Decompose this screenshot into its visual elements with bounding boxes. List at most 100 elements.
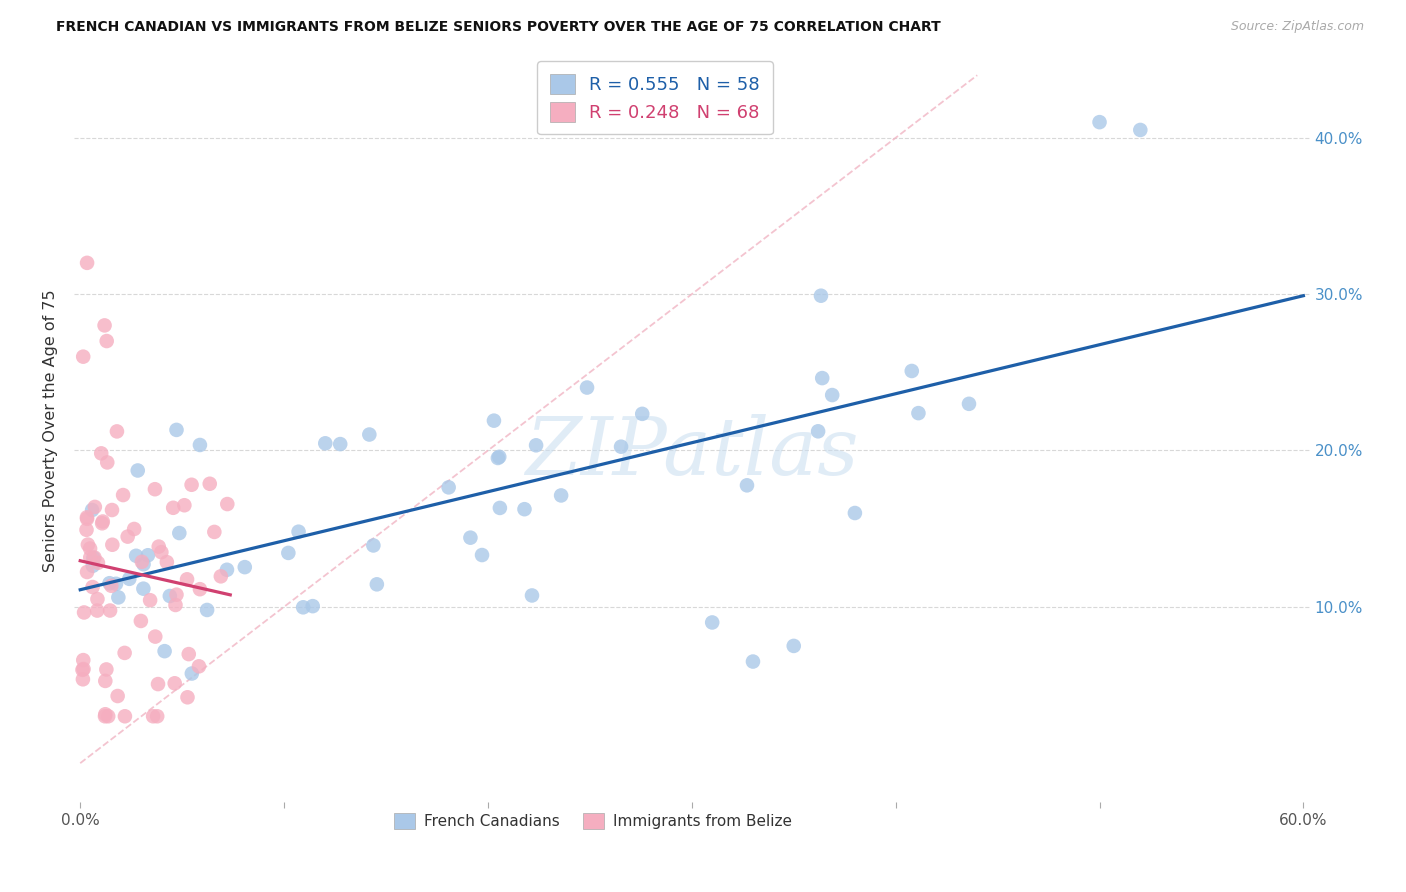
Point: [159, 589, 181, 603]
Point: [82, 550, 104, 565]
Point: [811, 371, 834, 385]
Y-axis label: Seniors Poverty Over the Age of 75: Seniors Poverty Over the Age of 75: [44, 290, 58, 573]
Point: [198, 476, 221, 491]
Point: [176, 572, 198, 586]
Point: [163, 676, 186, 690]
Point: [460, 531, 482, 545]
Point: [359, 427, 381, 442]
Point: [87, 556, 110, 570]
Point: [176, 690, 198, 705]
Point: [821, 388, 844, 402]
Point: [188, 582, 211, 597]
Point: [96, 662, 118, 676]
Point: [844, 506, 866, 520]
Point: [83, 500, 105, 514]
Point: [86, 592, 108, 607]
Point: [277, 546, 299, 560]
Point: [169, 526, 191, 541]
Point: [209, 569, 232, 583]
Point: [101, 538, 124, 552]
Point: [83, 550, 105, 565]
Point: [114, 646, 136, 660]
Point: [550, 488, 572, 502]
Point: [520, 589, 543, 603]
Text: FRENCH CANADIAN VS IMMIGRANTS FROM BELIZE SENIORS POVERTY OVER THE AGE OF 75 COR: FRENCH CANADIAN VS IMMIGRANTS FROM BELIZ…: [56, 20, 941, 34]
Point: [125, 549, 148, 563]
Point: [1129, 123, 1152, 137]
Point: [195, 603, 218, 617]
Point: [143, 630, 166, 644]
Point: [329, 437, 352, 451]
Point: [73, 606, 96, 620]
Point: [91, 516, 114, 531]
Point: [742, 655, 765, 669]
Point: [735, 478, 758, 492]
Point: [132, 582, 155, 596]
Point: [114, 709, 136, 723]
Point: [107, 591, 129, 605]
Point: [486, 450, 509, 465]
Point: [471, 548, 494, 562]
Point: [142, 709, 165, 723]
Point: [702, 615, 724, 630]
Point: [150, 545, 173, 559]
Point: [907, 406, 929, 420]
Point: [82, 558, 104, 573]
Point: [783, 639, 806, 653]
Point: [132, 558, 155, 572]
Point: [482, 414, 505, 428]
Point: [156, 555, 179, 569]
Point: [112, 488, 135, 502]
Point: [122, 522, 145, 536]
Point: [513, 502, 536, 516]
Point: [100, 579, 122, 593]
Point: [807, 425, 830, 439]
Point: [148, 540, 170, 554]
Point: [180, 666, 202, 681]
Point: [187, 659, 209, 673]
Point: [72, 663, 94, 677]
Point: [217, 497, 239, 511]
Point: [76, 512, 98, 526]
Point: [287, 524, 309, 539]
Point: [153, 644, 176, 658]
Point: [118, 572, 141, 586]
Point: [77, 538, 100, 552]
Point: [301, 599, 323, 614]
Point: [96, 334, 118, 348]
Point: [188, 438, 211, 452]
Point: [177, 647, 200, 661]
Point: [98, 603, 121, 617]
Point: [72, 653, 94, 667]
Point: [610, 440, 633, 454]
Point: [233, 560, 256, 574]
Point: [363, 538, 385, 552]
Point: [76, 565, 98, 579]
Point: [173, 498, 195, 512]
Point: [101, 503, 124, 517]
Point: [1088, 115, 1111, 129]
Point: [76, 510, 98, 524]
Point: [166, 588, 188, 602]
Point: [105, 425, 128, 439]
Point: [97, 709, 120, 723]
Point: [90, 446, 112, 460]
Point: [957, 397, 980, 411]
Point: [72, 662, 94, 676]
Point: [82, 580, 104, 594]
Point: [810, 289, 832, 303]
Text: Source: ZipAtlas.com: Source: ZipAtlas.com: [1230, 20, 1364, 33]
Point: [139, 593, 162, 607]
Point: [107, 689, 129, 703]
Point: [76, 256, 98, 270]
Legend: French Canadians, Immigrants from Belize: French Canadians, Immigrants from Belize: [388, 806, 799, 836]
Point: [91, 515, 114, 529]
Text: ZIPatlas: ZIPatlas: [524, 415, 859, 492]
Point: [215, 563, 238, 577]
Point: [524, 438, 547, 452]
Point: [93, 318, 115, 333]
Point: [488, 450, 510, 464]
Point: [127, 463, 149, 477]
Point: [900, 364, 922, 378]
Point: [72, 350, 94, 364]
